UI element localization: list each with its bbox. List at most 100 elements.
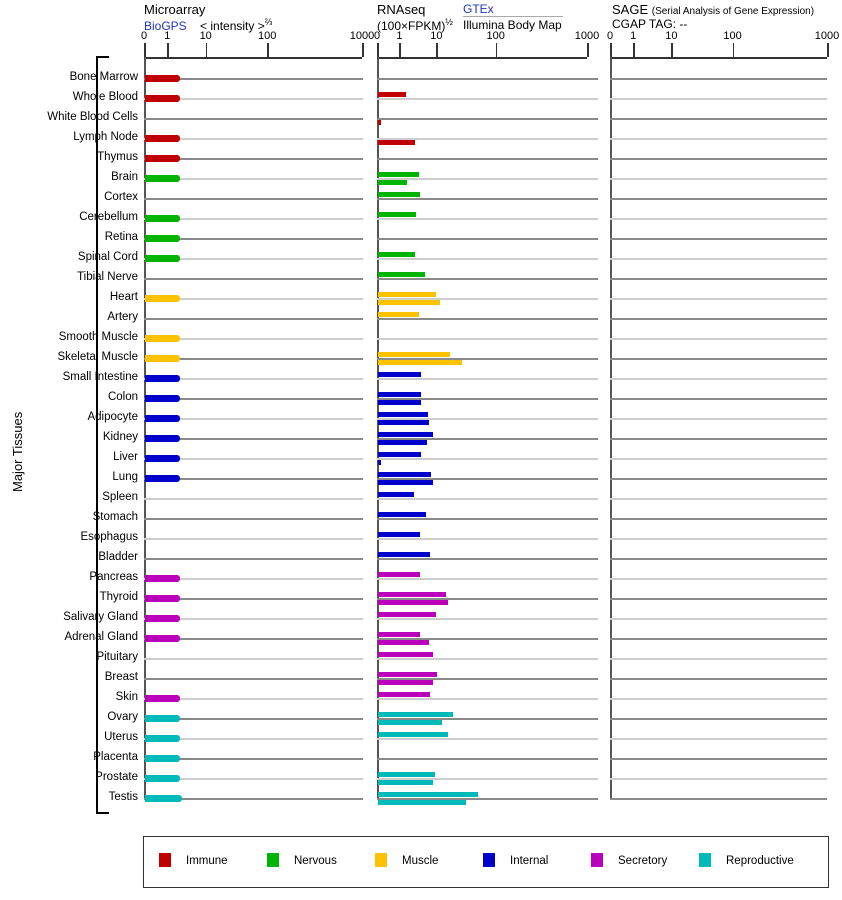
tissue-label: Liver: [113, 451, 138, 463]
row-gridline: [610, 178, 827, 180]
row-gridline: [144, 778, 363, 780]
tissue-label: Pancreas: [89, 571, 138, 583]
tissue-label: Heart: [109, 291, 138, 303]
immune-legend-swatch: [159, 853, 171, 867]
rnaseq-illumina-bar: [378, 799, 466, 805]
tissue-label: Lymph Node: [73, 131, 138, 143]
rnaseq-gtex-bar: [378, 451, 422, 457]
axis-tick: [732, 43, 735, 57]
row-gridline: [377, 518, 598, 520]
rnaseq-illumina-bar: [378, 719, 443, 725]
rnaseq-illumina-bar: [378, 599, 448, 605]
row-gridline: [144, 698, 363, 700]
rnaseq-gtex-bar: [378, 291, 436, 297]
axis-tick: [671, 43, 673, 57]
microarray-bar: [145, 134, 180, 142]
axis-tick: [377, 43, 379, 57]
row-gridline: [377, 698, 598, 700]
rnaseq-gtex-bar: [378, 591, 447, 597]
reproductive-legend-swatch: [699, 853, 711, 867]
biogps-link[interactable]: BioGPS: [144, 19, 187, 33]
tissue-label: Smooth Muscle: [58, 331, 138, 343]
axis-tick: [587, 43, 589, 57]
rnaseq-illumina-bar: [378, 299, 440, 305]
secretory-legend-label: Secretory: [618, 855, 668, 867]
microarray-bar: [145, 634, 180, 642]
microarray-bar: [145, 214, 180, 222]
axis-tick: [633, 43, 635, 57]
rnaseq-gtex-bar: [378, 731, 448, 737]
gtex-link[interactable]: GTEx: [463, 2, 494, 16]
tissue-label: Adipocyte: [87, 411, 138, 423]
axis-tick-label: 1: [396, 30, 403, 42]
row-gridline: [144, 478, 363, 480]
axis-line: [144, 57, 362, 59]
microarray-bar: [145, 574, 180, 582]
rnaseq-gtex-bar: [378, 771, 435, 777]
row-gridline: [610, 138, 827, 140]
row-gridline: [610, 638, 827, 640]
row-gridline: [377, 78, 598, 80]
rnaseq-illumina-bar: [378, 179, 407, 185]
row-gridline: [144, 638, 363, 640]
row-gridline: [144, 738, 363, 740]
tissue-label: Stomach: [92, 511, 138, 523]
microarray-bar: [145, 394, 180, 402]
microarray-bar: [145, 614, 180, 622]
row-gridline: [144, 758, 363, 760]
rnaseq-gtex-bar: [378, 611, 436, 617]
row-gridline: [144, 258, 363, 260]
microarray-bar: [145, 234, 180, 242]
tissue-label: Colon: [107, 391, 138, 403]
microarray-bar: [145, 694, 180, 702]
row-gridline: [610, 718, 827, 720]
row-gridline: [377, 798, 598, 800]
row-gridline: [377, 158, 598, 160]
row-gridline: [377, 178, 598, 180]
axis-line: [377, 57, 587, 59]
row-gridline: [610, 578, 827, 580]
tissue-label: Spinal Cord: [77, 251, 138, 263]
row-gridline: [610, 618, 827, 620]
row-gridline: [610, 118, 827, 120]
row-gridline: [377, 418, 598, 420]
bracket-bottom-arm: [96, 812, 109, 814]
axis-tick: [167, 43, 169, 57]
axis-tick-label: 1: [164, 30, 171, 42]
tissue-label: Pituitary: [96, 651, 138, 663]
row-gridline: [377, 358, 598, 360]
microarray-bar: [145, 154, 180, 162]
tissue-label: Adrenal Gland: [64, 631, 138, 643]
row-gridline: [610, 418, 827, 420]
rnaseq-illumina-bar: [378, 459, 382, 465]
gtex-link-wrap: GTEx: [463, 2, 494, 16]
rnaseq-gtex-bar: [378, 271, 426, 277]
tissue-label: Bladder: [98, 551, 138, 563]
row-gridline: [144, 678, 363, 680]
row-gridline: [377, 238, 598, 240]
row-gridline: [144, 358, 363, 360]
row-gridline: [144, 398, 363, 400]
row-gridline: [144, 538, 363, 540]
rnaseq-gtex-bar: [378, 251, 416, 257]
microarray-bar: [145, 94, 180, 102]
row-gridline: [144, 658, 363, 660]
axis-tick-label: 100: [723, 30, 742, 42]
cgap-tag-label: CGAP TAG: --: [612, 17, 688, 31]
row-gridline: [610, 438, 827, 440]
rnaseq-gtex-bar: [378, 311, 420, 317]
tissue-label: Skin: [115, 691, 138, 703]
rnaseq-gtex-bar: [378, 791, 479, 797]
category-legend: Immune Nervous Muscle Internal Secretory Repr…: [143, 836, 829, 888]
row-gridline: [144, 558, 363, 560]
microarray-bar: [145, 254, 180, 262]
row-gridline: [377, 658, 598, 660]
tissue-label: Tibial Nerve: [77, 271, 138, 283]
internal-legend-swatch: [483, 853, 495, 867]
row-gridline: [144, 118, 363, 120]
rnaseq-gtex-bar: [378, 491, 414, 497]
tissue-label: Lung: [112, 471, 138, 483]
row-gridline: [377, 578, 598, 580]
tissue-label: Ovary: [107, 711, 138, 723]
